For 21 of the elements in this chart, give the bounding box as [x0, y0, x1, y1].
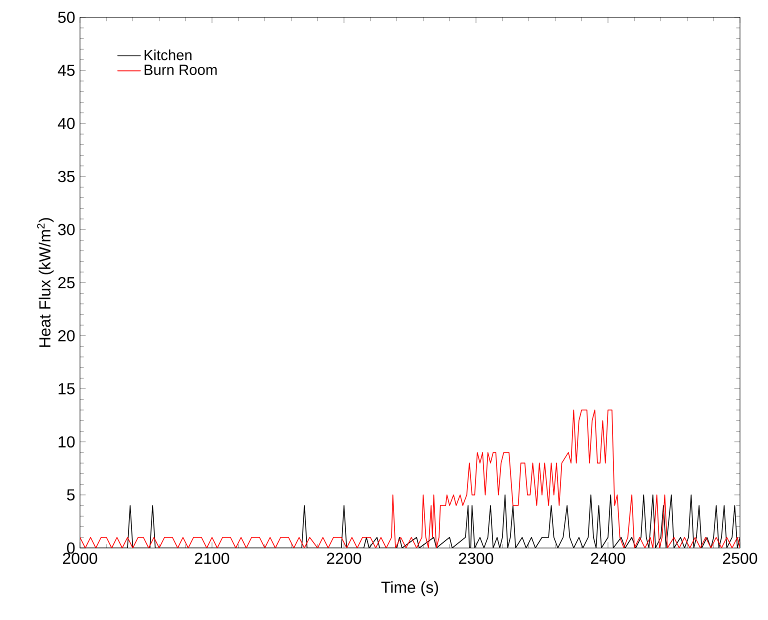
- y-tick-label: 15: [58, 383, 75, 394]
- y-tick-label: 30: [58, 224, 75, 236]
- y-tick-label: 5: [67, 489, 75, 500]
- y-axis-title: Heat Flux (kW/m$^{2}$): [37, 218, 54, 347]
- y-tick-label: 50: [58, 12, 75, 23]
- x-tick-label: 2400: [590, 552, 626, 564]
- y-tick-label: 0: [67, 542, 75, 554]
- x-tick-label: 2300: [458, 552, 494, 564]
- legend-label: Kitchen: [144, 49, 192, 60]
- x-tick-label: 2200: [327, 552, 362, 564]
- y-tick-label: 25: [58, 277, 75, 288]
- y-tick-label: 45: [58, 64, 75, 76]
- y-tick-label: 20: [58, 330, 75, 342]
- x-tick-label: 2000: [63, 552, 98, 564]
- y-tick-label: 40: [58, 118, 75, 130]
- y-tick-label: 10: [58, 436, 75, 448]
- x-axis-title: Time (s): [381, 581, 438, 596]
- legend-label: Burn Room: [144, 64, 217, 75]
- y-tick-label: 35: [58, 170, 75, 182]
- x-tick-label: 2100: [195, 552, 230, 564]
- x-tick-label: 2500: [722, 552, 758, 564]
